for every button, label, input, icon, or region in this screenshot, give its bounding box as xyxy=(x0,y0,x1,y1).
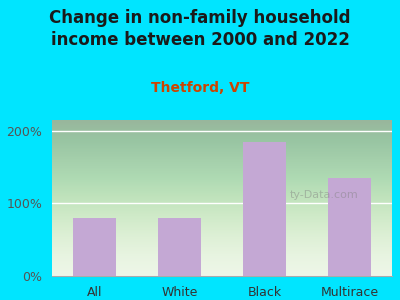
Bar xyxy=(243,142,286,276)
Text: ty-Data.com: ty-Data.com xyxy=(290,190,359,200)
Text: Change in non-family household
income between 2000 and 2022: Change in non-family household income be… xyxy=(49,9,351,49)
Text: Thetford, VT: Thetford, VT xyxy=(151,81,249,95)
Bar xyxy=(328,178,371,276)
Bar xyxy=(158,218,201,276)
Bar xyxy=(73,218,116,276)
